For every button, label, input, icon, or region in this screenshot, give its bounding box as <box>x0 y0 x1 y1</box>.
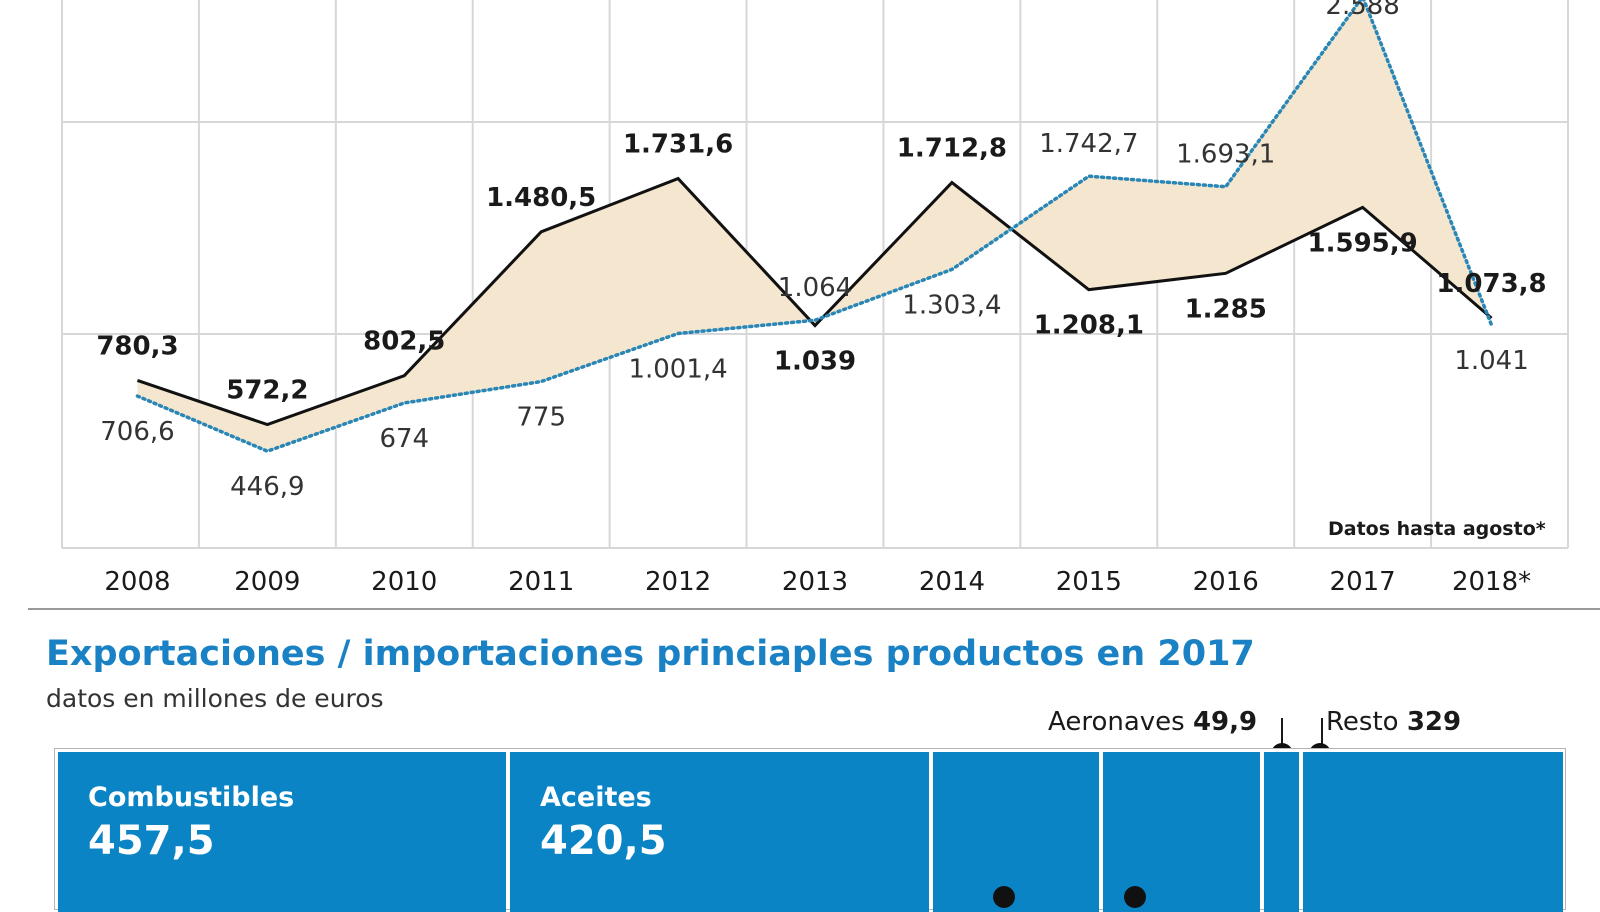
data-label-solid: 1.712,8 <box>897 134 1007 164</box>
data-label-solid: 1.480,5 <box>486 183 596 213</box>
bar-segment-combustibles-value: 457,5 <box>88 818 215 864</box>
data-label-dotted: 674 <box>379 424 429 454</box>
data-label-solid: 1.595,9 <box>1308 228 1418 258</box>
data-label-solid: 1.208,1 <box>1034 311 1144 341</box>
x-tick-label: 2016 <box>1193 567 1259 597</box>
data-label-dotted: 446,9 <box>230 472 304 502</box>
bar-segment-resto <box>1303 752 1563 912</box>
data-label-solid: 1.731,6 <box>623 130 733 160</box>
data-label-solid: 802,5 <box>363 327 445 357</box>
callout-aeronaves-line <box>1281 718 1283 754</box>
bar-segment-3-dot <box>993 886 1015 908</box>
x-tick-label: 2012 <box>645 567 711 597</box>
x-tick-label: 2018* <box>1452 567 1531 597</box>
bar-segment-4 <box>1103 752 1260 912</box>
bar-segment-4-dot <box>1124 886 1146 908</box>
callout-resto-line <box>1321 718 1323 754</box>
chart-note: Datos hasta agosto* <box>1328 518 1546 540</box>
data-label-dotted: 1.064 <box>778 273 852 303</box>
x-tick-label: 2010 <box>371 567 437 597</box>
callout-aeronaves-value: 49,9 <box>1192 707 1258 737</box>
x-tick-label: 2011 <box>508 567 574 597</box>
x-tick-label: 2015 <box>1056 567 1122 597</box>
callout-aeronaves: Aeronaves 49,9 <box>1048 707 1257 737</box>
data-label-dotted: 1.742,7 <box>1039 129 1138 159</box>
bar-segment-aceites: Aceites 420,5 <box>510 752 929 912</box>
bar-segment-aeronaves <box>1264 752 1299 912</box>
bar-segment-combustibles: Combustibles 457,5 <box>58 752 506 912</box>
bar-segment-aceites-value: 420,5 <box>540 818 667 864</box>
callout-aeronaves-label: Aeronaves <box>1048 707 1185 737</box>
callout-resto-label: Resto <box>1326 707 1399 737</box>
area-between-series <box>137 0 1492 452</box>
x-tick-label: 2009 <box>234 567 300 597</box>
data-label-dotted: 1.001,4 <box>628 355 727 385</box>
data-label-solid: 780,3 <box>96 331 178 361</box>
callout-resto: Resto 329 <box>1326 707 1461 737</box>
data-labels: 780,3 706,6 572,2 446,9 802,5 674 1.480,5 775 1.… <box>96 0 1546 502</box>
x-tick-label: 2008 <box>104 567 170 597</box>
bar-chart-subtitle: datos en millones de euros <box>46 684 384 713</box>
data-label-solid: 1.073,8 <box>1436 269 1546 299</box>
callout-resto-value: 329 <box>1406 707 1462 737</box>
bar-segment-3 <box>933 752 1099 912</box>
x-axis-ticks: 2008 2009 2010 2011 2012 2013 2014 2015 2016 2017… <box>104 567 1531 597</box>
series-line-solid <box>136 176 1493 427</box>
x-tick-label: 2017 <box>1330 567 1396 597</box>
bar-chart-title: Exportaciones / importaciones princiaple… <box>46 634 1255 674</box>
data-label-dotted: 1.693,1 <box>1176 140 1275 170</box>
data-label-solid: 572,2 <box>226 376 308 406</box>
data-label-dotted: 775 <box>516 403 566 433</box>
data-label-solid: 1.285 <box>1185 294 1267 324</box>
section-divider <box>28 608 1600 610</box>
line-chart: 780,3 706,6 572,2 446,9 802,5 674 1.480,5 775 1.… <box>61 0 1569 597</box>
bar-segment-aceites-label: Aceites <box>540 782 652 813</box>
x-tick-label: 2014 <box>919 567 985 597</box>
data-label-dotted: 706,6 <box>100 417 174 447</box>
series-line-dotted <box>135 0 1494 454</box>
bar-segment-combustibles-label: Combustibles <box>88 782 295 813</box>
data-label-dotted: 1.303,4 <box>902 290 1001 320</box>
data-label-dotted: 1.041 <box>1454 346 1528 376</box>
x-tick-label: 2013 <box>782 567 848 597</box>
data-label-solid: 1.039 <box>774 347 856 377</box>
data-label-dotted: 2.588 <box>1325 0 1399 21</box>
